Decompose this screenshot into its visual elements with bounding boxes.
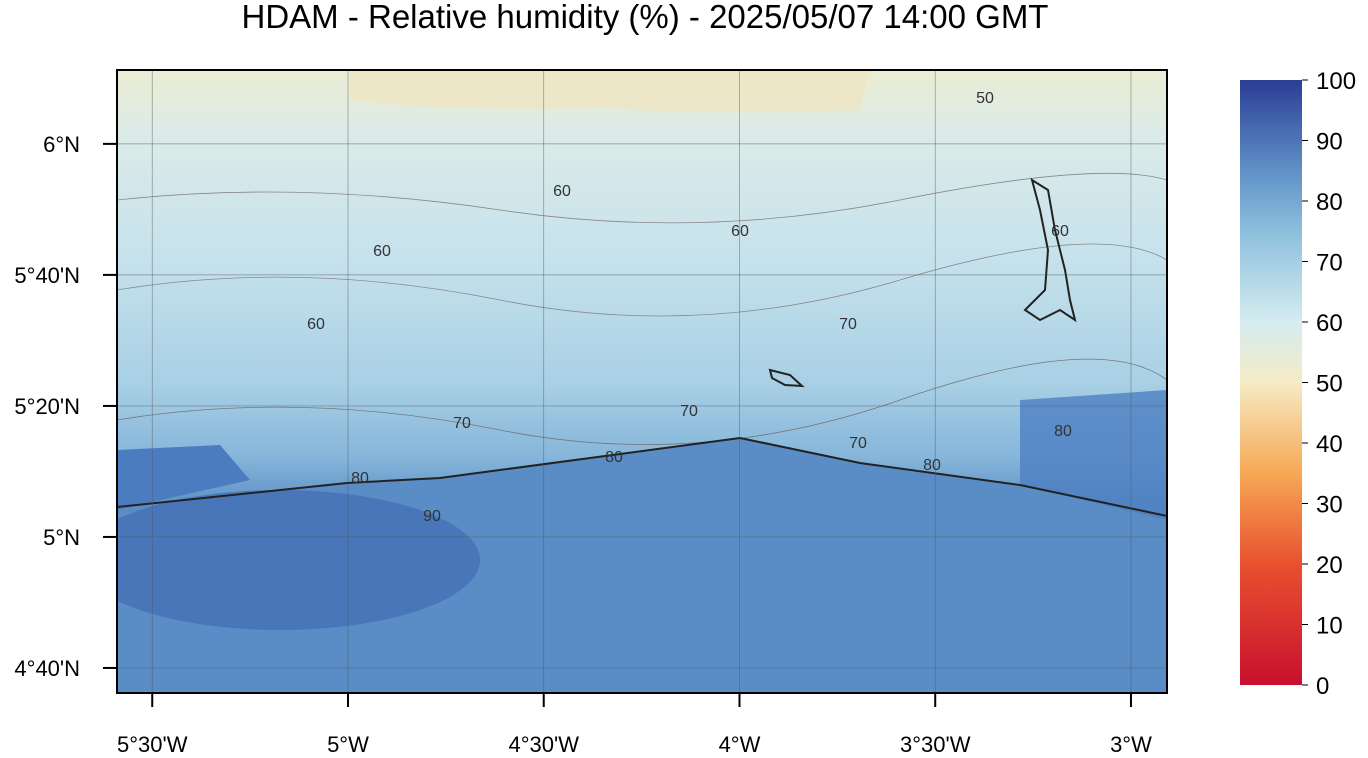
contour-label: 60 [373, 243, 391, 260]
x-tick-label: 3°W [1110, 732, 1152, 753]
x-tick-label: 5°W [327, 732, 369, 753]
contour-label: 50 [976, 90, 994, 107]
graticule [117, 70, 1167, 693]
contour-label: 60 [307, 316, 325, 333]
y-tick-label: 6°N [43, 132, 80, 157]
contour-label: 70 [453, 415, 471, 432]
contour-label: 70 [849, 435, 867, 452]
y-tick-label: 5°40'N [14, 263, 80, 288]
x-tick-label: 4°W [719, 732, 761, 753]
colorbar-tick-label: 30 [1316, 492, 1343, 519]
colorbar-tick-label: 80 [1316, 189, 1343, 216]
contour-label: 70 [680, 403, 698, 420]
contour-label: 80 [605, 449, 623, 466]
title: HDAM - Relative humidity (%) - 2025/05/0… [242, 0, 1049, 35]
x-tick-label: 4°30'W [508, 732, 579, 753]
contour-label: 60 [731, 223, 749, 240]
colorbar-tick-label: 60 [1316, 310, 1343, 337]
colorbar [1240, 80, 1302, 685]
contour-label: 80 [1054, 423, 1072, 440]
colorbar-tick-label: 10 [1316, 613, 1343, 640]
humidity-field [117, 70, 1167, 693]
x-tick-label: 5°30'W [117, 732, 188, 753]
colorbar-tick-label: 20 [1316, 552, 1343, 579]
map-frame [116, 69, 1168, 694]
y-tick-label: 5°20'N [14, 394, 80, 419]
colorbar-tick-label: 100 [1316, 68, 1356, 95]
colorbar-tick-label: 50 [1316, 371, 1343, 398]
colorbar-tick-label: 0 [1316, 673, 1329, 700]
y-tick-label: 4°40'N [14, 656, 80, 681]
y-tick-label: 5°N [43, 525, 80, 550]
contour-label: 80 [351, 470, 369, 487]
colorbar-tick-label: 90 [1316, 129, 1343, 156]
contour-label: 60 [1051, 223, 1069, 240]
contour-label: 60 [553, 183, 571, 200]
contour-label: 90 [423, 508, 441, 525]
colorbar-tick-label: 40 [1316, 431, 1343, 458]
x-tick-label: 3°30'W [900, 732, 971, 753]
colorbar-tick-label: 70 [1316, 250, 1343, 277]
contour-label: 80 [923, 457, 941, 474]
contour-label: 70 [839, 316, 857, 333]
